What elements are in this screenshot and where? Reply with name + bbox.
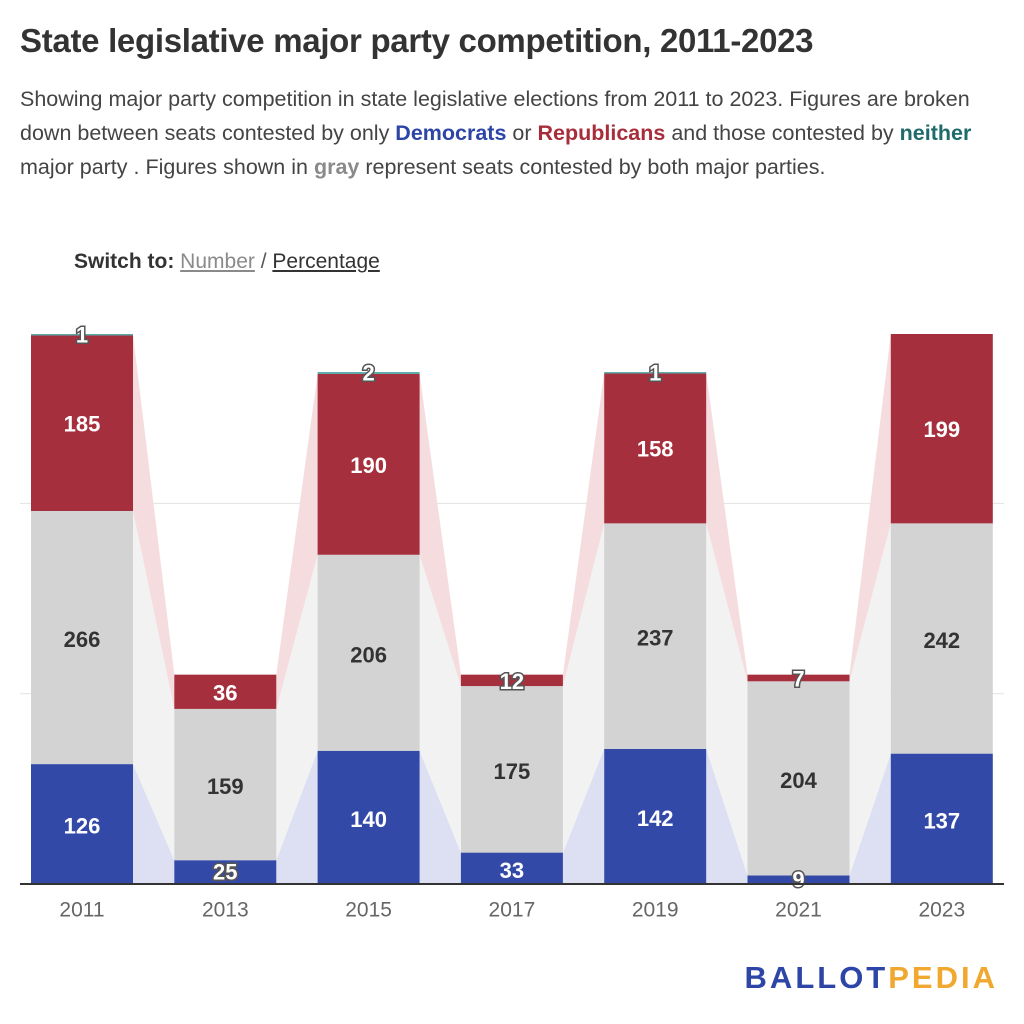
band-both-3 (562, 523, 605, 853)
switch-percentage-link[interactable]: Percentage (272, 250, 380, 273)
band-republicans-1 (276, 373, 318, 709)
label-republicans-2013: 36 (213, 680, 237, 705)
band-both-2 (419, 554, 461, 853)
label-neither-2019: 1 (649, 361, 661, 386)
label-neither-2011: 1 (76, 323, 88, 348)
bar-both-2023 (890, 523, 993, 754)
x-tick-label-2019: 2019 (632, 899, 679, 922)
band-both-4 (706, 523, 748, 876)
label-democrats-2015: 140 (350, 807, 387, 832)
subtitle-text-1: Showing major party competition in state… (20, 87, 970, 145)
band-both-5 (849, 523, 891, 876)
band-republicans-0 (133, 334, 175, 709)
bar-republicans-2021 (747, 674, 850, 682)
label-both-2021: 204 (780, 768, 817, 793)
bar-both-2015 (317, 554, 420, 751)
label-democrats-2011: 126 (64, 814, 101, 839)
bar-neither-2015 (317, 372, 420, 374)
x-tick-label-2015: 2015 (345, 899, 392, 922)
bar-both-2019 (604, 523, 707, 749)
band-both-1 (276, 554, 318, 861)
band-democrats-0 (133, 764, 175, 884)
bar-democrats-2013 (174, 860, 277, 884)
label-both-2017: 175 (494, 759, 531, 784)
label-republicans-2019: 158 (637, 437, 674, 462)
band-republicans-3 (562, 373, 605, 687)
label-both-2015: 206 (350, 642, 387, 667)
subtitle-republicans: Republicans (537, 121, 666, 145)
label-democrats-2019: 142 (637, 806, 674, 831)
label-both-2019: 237 (637, 626, 674, 651)
x-tick-label-2013: 2013 (202, 899, 249, 922)
bar-democrats-2015 (317, 750, 420, 884)
label-both-2011: 266 (64, 627, 101, 652)
bar-both-2021 (747, 681, 850, 876)
band-republicans-5 (849, 334, 891, 682)
subtitle-neither: neither (899, 121, 972, 145)
band-both-0 (133, 510, 175, 861)
switch-number-link[interactable]: Number (180, 250, 255, 273)
bar-republicans-2011 (31, 334, 133, 511)
x-tick-label-2023: 2023 (918, 899, 965, 922)
subtitle-gray: gray (313, 155, 360, 179)
label-democrats-2013: 25 (213, 860, 237, 885)
switch-label: Switch to: (74, 250, 175, 273)
bar-republicans-2019 (604, 373, 707, 524)
chart-title: State legislative major party competitio… (20, 22, 814, 59)
label-republicans-2011: 185 (64, 411, 101, 436)
ballotpedia-logo: BALLOTPEDIA (744, 960, 998, 995)
bar-republicans-2015 (317, 373, 420, 555)
bar-both-2013 (174, 708, 277, 861)
chart-subtitle: Showing major party competition in state… (20, 82, 1010, 184)
band-democrats-3 (562, 748, 605, 884)
switch-separator: / (260, 250, 267, 273)
label-republicans-2015: 190 (350, 453, 387, 478)
subtitle-text-2: or (506, 121, 538, 145)
label-both-2023: 242 (923, 628, 960, 653)
label-republicans-2021: 7 (792, 666, 804, 691)
x-tick-label-2011: 2011 (59, 899, 104, 922)
bar-both-2011 (31, 510, 133, 765)
bar-democrats-2023 (890, 753, 993, 884)
bar-democrats-2019 (604, 748, 707, 884)
subtitle-text-5: represent seats contested by both major … (359, 155, 826, 179)
band-republicans-2 (419, 373, 461, 687)
bar-democrats-2021 (747, 875, 850, 884)
subtitle-democrats: Democrats (395, 121, 507, 145)
label-democrats-2023: 137 (923, 808, 960, 833)
bar-neither-2011 (31, 334, 133, 336)
label-neither-2015: 2 (362, 361, 374, 386)
bar-republicans-2017 (460, 674, 563, 687)
view-switch: Switch to: Number / Percentage (74, 250, 380, 274)
band-republicans-4 (706, 373, 748, 682)
bar-republicans-2013 (174, 674, 277, 709)
bar-republicans-2023 (890, 334, 993, 524)
bar-neither-2019 (604, 372, 707, 374)
bar-democrats-2017 (460, 852, 563, 884)
x-tick-label-2017: 2017 (489, 899, 536, 922)
band-democrats-5 (849, 753, 891, 884)
subtitle-text-3: and those contested by (665, 121, 900, 145)
label-republicans-2017: 12 (500, 669, 524, 694)
label-democrats-2021: 9 (792, 867, 804, 892)
x-tick-label-2021: 2021 (775, 899, 822, 922)
label-democrats-2017: 33 (500, 858, 524, 883)
stacked-bar-chart: 126 266 185 1 25 159 36 140 206 190 2 33 175 12 142 237… (20, 321, 1004, 922)
subtitle-text-4: major party . Figures shown in (20, 155, 314, 179)
band-democrats-4 (706, 748, 748, 884)
band-democrats-2 (419, 750, 461, 884)
bar-both-2017 (460, 686, 563, 853)
label-republicans-2023: 199 (923, 417, 960, 442)
bar-democrats-2011 (31, 764, 133, 884)
label-both-2013: 159 (207, 774, 244, 799)
band-democrats-1 (276, 750, 318, 884)
